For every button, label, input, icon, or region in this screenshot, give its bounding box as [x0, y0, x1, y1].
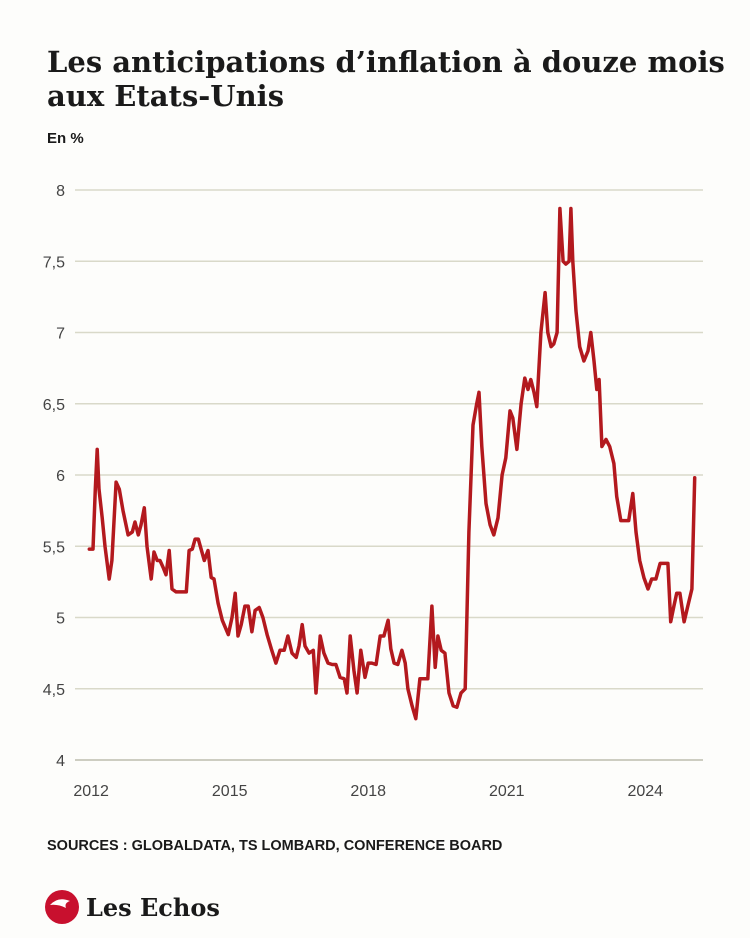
y-tick-label: 5 — [56, 611, 65, 628]
source: SOURCES : GLOBALDATA, TS LOMBARD, CONFER… — [47, 838, 502, 854]
brand: Les Echos — [86, 893, 220, 922]
subtitle: En % — [47, 130, 84, 147]
data-line — [87, 206, 697, 721]
logo-bird — [50, 899, 70, 908]
x-tick-label: 2015 — [212, 783, 248, 800]
x-tick-label: 2012 — [73, 783, 109, 800]
chart-title: aux Etats-Unis — [47, 79, 284, 113]
y-tick-label: 5,5 — [43, 539, 65, 556]
y-tick-label: 4,5 — [43, 682, 65, 699]
x-tick-label: 2018 — [350, 783, 386, 800]
y-tick-label: 6,5 — [43, 397, 65, 414]
y-tick-label: 7 — [56, 326, 65, 343]
chart-title: Les anticipations d’inflation à douze mo… — [47, 45, 725, 79]
x-tick-label: 2021 — [489, 783, 525, 800]
y-tick-label: 7,5 — [43, 254, 65, 271]
y-tick-label: 8 — [56, 183, 65, 200]
logo-icon — [45, 890, 79, 924]
x-tick-label: 2024 — [627, 783, 663, 800]
y-tick-label: 6 — [56, 468, 65, 485]
y-tick-label: 4 — [56, 753, 65, 770]
